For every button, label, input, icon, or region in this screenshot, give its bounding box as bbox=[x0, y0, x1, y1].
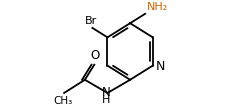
Text: NH₂: NH₂ bbox=[147, 2, 168, 12]
Text: N: N bbox=[155, 60, 165, 73]
Text: H: H bbox=[102, 95, 111, 105]
Text: N: N bbox=[102, 85, 111, 99]
Text: CH₃: CH₃ bbox=[54, 96, 73, 106]
Text: Br: Br bbox=[85, 16, 97, 26]
Text: O: O bbox=[91, 49, 100, 62]
